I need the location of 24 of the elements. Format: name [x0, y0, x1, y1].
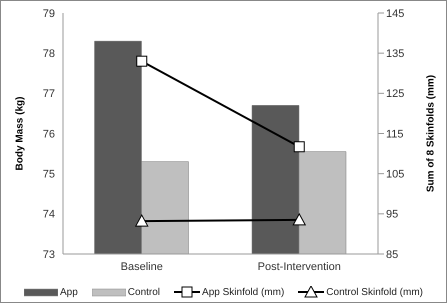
y2-axis-title: Sum of 8 Skinfolds (mm)	[426, 74, 437, 192]
y2-tick-label: 135	[386, 48, 404, 60]
point	[136, 56, 148, 67]
legend-label: App Skinfold (mm)	[201, 286, 284, 298]
y2-tick-label: 95	[386, 208, 398, 221]
x-tick-label: Post-Intervention	[258, 260, 341, 273]
y-tick-label: 74	[42, 208, 55, 221]
y-tick-label: 73	[42, 248, 55, 261]
y2-tick-label: 105	[386, 168, 404, 181]
legend-label: App	[59, 286, 78, 298]
point	[294, 141, 305, 152]
x-tick-label: Baseline	[120, 260, 163, 273]
y-axis-title: Body Mass (kg)	[14, 96, 26, 170]
y-tick-label: 75	[42, 168, 55, 181]
y-tick-label: 76	[42, 128, 55, 140]
y-tick-label: 78	[42, 48, 55, 60]
y-tick-label: 77	[42, 88, 55, 100]
y-tick-label: 79	[42, 8, 55, 20]
legend-label: Control	[126, 286, 160, 298]
y2-tick-label: 115	[386, 128, 404, 140]
y2-tick-label: 85	[386, 248, 398, 261]
y2-tick-label: 145	[386, 8, 404, 20]
legend-label: Control Skinfold (mm)	[325, 286, 423, 298]
y2-tick-label: 125	[386, 88, 404, 100]
